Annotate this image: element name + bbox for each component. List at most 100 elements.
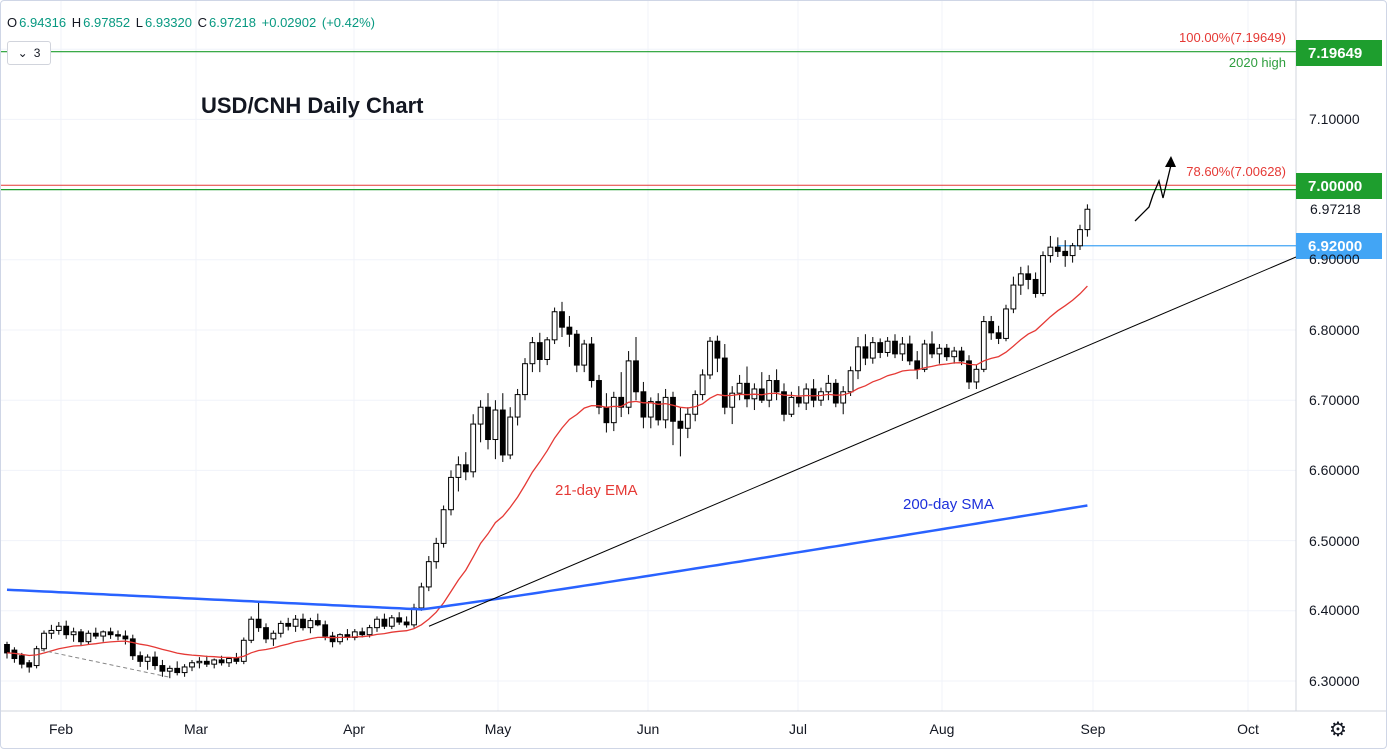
candle-body: [640, 391, 647, 418]
indicators-toggle-button[interactable]: ⌄ 3: [7, 41, 51, 65]
candle-body: [418, 586, 425, 609]
candle-body: [322, 624, 329, 637]
ema-21-line: [6, 285, 1088, 659]
candle-body: [374, 618, 380, 629]
low-label: L: [135, 15, 143, 30]
dashed-trendline: [40, 649, 172, 678]
candle-body: [166, 667, 173, 672]
candle-body: [85, 632, 92, 643]
chart-title: USD/CNH Daily Chart: [201, 93, 424, 118]
candle-body: [980, 321, 987, 370]
gear-icon[interactable]: ⚙: [1329, 719, 1347, 741]
candle-body: [744, 382, 750, 400]
candle-body: [951, 350, 958, 358]
high-2020-label: 2020 high: [1228, 55, 1286, 70]
candle-body: [1040, 255, 1046, 294]
candle-body: [396, 617, 403, 623]
candle-body: [470, 423, 477, 473]
candle-body: [943, 347, 950, 358]
sma-200-line: [6, 504, 1088, 611]
fib-786-label: 78.60%(7.00628): [1186, 164, 1286, 179]
candle-body: [455, 464, 462, 478]
candle-body: [137, 655, 144, 662]
ema-label: 21-day EMA: [555, 482, 638, 499]
candle-body: [684, 413, 691, 429]
candle-body: [714, 340, 721, 359]
candle-body: [263, 627, 269, 640]
candle-body: [448, 476, 454, 511]
candle-body: [41, 632, 47, 650]
projection-arrow: [1165, 156, 1176, 167]
candle-body: [300, 618, 306, 629]
candle-body: [366, 627, 373, 636]
candle-body: [544, 339, 551, 360]
candle-body: [129, 638, 136, 657]
candle-body: [381, 618, 388, 627]
price-tag-7-00000: 7.00000: [1296, 173, 1382, 199]
candle-body: [810, 388, 817, 401]
candle-body: [122, 635, 129, 640]
candle-body: [603, 406, 610, 424]
candle-body: [4, 643, 10, 654]
candle-body: [825, 382, 832, 393]
candle-body: [307, 620, 314, 629]
candle-body: [92, 632, 99, 637]
candle-body: [174, 667, 181, 674]
candle-body: [203, 660, 210, 665]
candle-body: [936, 347, 943, 355]
indicator-count: 3: [33, 46, 41, 60]
candle-body: [48, 629, 55, 634]
candle-body: [270, 632, 277, 640]
candle-body: [63, 625, 70, 636]
candle-body: [1010, 284, 1017, 310]
change-percent: (+0.42%): [321, 15, 375, 30]
candle-body: [995, 332, 1002, 339]
candle-body: [485, 406, 491, 441]
open-value: 6.94316: [19, 15, 67, 30]
candle-body: [522, 363, 528, 396]
candle-body: [633, 360, 639, 393]
projection-path: [1134, 164, 1172, 222]
y-tick-label: 6.90000: [1309, 251, 1360, 267]
candle-body: [596, 380, 602, 408]
candle-body: [492, 409, 499, 441]
candle-body: [196, 660, 203, 664]
y-tick-label: 6.30000: [1309, 673, 1360, 689]
y-tick-label: 7.10000: [1309, 111, 1360, 127]
candle-body: [329, 635, 336, 643]
price-tag-6-92000: 6.92000: [1296, 233, 1382, 259]
last-price-label: 6.97218: [1310, 201, 1361, 217]
candle-body: [255, 618, 262, 629]
candle-body: [699, 374, 706, 396]
close-label: C: [197, 15, 208, 30]
candle-body: [847, 370, 854, 393]
candle-body: [610, 396, 617, 424]
candle-body: [921, 343, 928, 370]
candle-body: [314, 620, 321, 626]
ohlc-legend: O 6.94316 H 6.97852 L 6.93320 C 6.97218 +0.0…: [7, 15, 377, 30]
candle-body: [337, 634, 343, 643]
candle-body: [840, 391, 847, 404]
candle-body: [670, 396, 676, 422]
candle-body: [26, 662, 33, 668]
candle-body: [411, 607, 417, 626]
candle-body: [1025, 273, 1032, 280]
candle-body: [773, 380, 780, 393]
high-value: 6.97852: [83, 15, 131, 30]
candle-body: [536, 342, 543, 360]
candle-body: [70, 631, 77, 636]
y-tick-label: 6.50000: [1309, 533, 1360, 549]
candle-body: [855, 346, 861, 372]
x-tick-label: May: [484, 721, 512, 737]
candle-body: [551, 311, 558, 341]
high-label: H: [71, 15, 82, 30]
candle-body: [233, 658, 240, 662]
candle-body: [529, 342, 536, 365]
candle-body: [1084, 208, 1091, 231]
candle-body: [159, 665, 166, 672]
candle-body: [788, 396, 795, 415]
candle-body: [573, 333, 580, 366]
candle-body: [1017, 273, 1024, 286]
